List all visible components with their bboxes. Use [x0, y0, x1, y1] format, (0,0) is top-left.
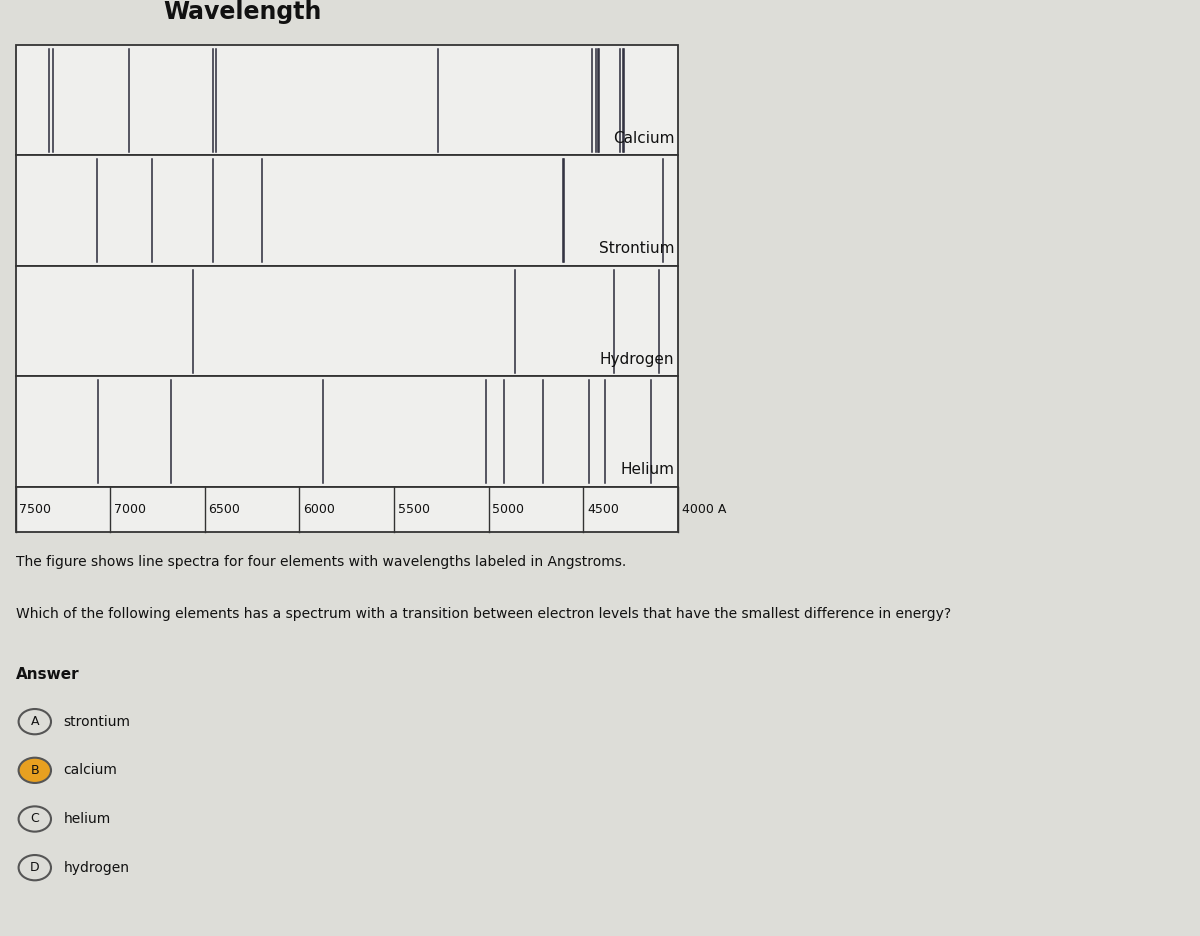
Text: 6500: 6500: [209, 503, 240, 516]
Text: hydrogen: hydrogen: [64, 861, 130, 874]
Text: A: A: [30, 715, 40, 728]
Text: Hydrogen: Hydrogen: [600, 352, 674, 367]
Text: D: D: [30, 861, 40, 874]
Text: 5500: 5500: [397, 503, 430, 516]
Text: 7000: 7000: [114, 503, 146, 516]
Text: Strontium: Strontium: [599, 241, 674, 256]
Text: The figure shows line spectra for four elements with wavelengths labeled in Angs: The figure shows line spectra for four e…: [16, 555, 626, 569]
Text: Helium: Helium: [620, 462, 674, 477]
Text: 7500: 7500: [19, 503, 52, 516]
Text: 5000: 5000: [492, 503, 524, 516]
Text: 6000: 6000: [304, 503, 335, 516]
Text: 4500: 4500: [587, 503, 619, 516]
Text: 4000 A: 4000 A: [682, 503, 726, 516]
Text: calcium: calcium: [64, 764, 118, 777]
Text: Answer: Answer: [16, 667, 79, 682]
Text: Which of the following elements has a spectrum with a transition between electro: Which of the following elements has a sp…: [16, 607, 950, 621]
Text: C: C: [30, 812, 40, 826]
Text: Wavelength: Wavelength: [163, 0, 322, 24]
Text: Calcium: Calcium: [613, 131, 674, 146]
Text: helium: helium: [64, 812, 110, 826]
Text: strontium: strontium: [64, 715, 131, 728]
Text: B: B: [30, 764, 40, 777]
